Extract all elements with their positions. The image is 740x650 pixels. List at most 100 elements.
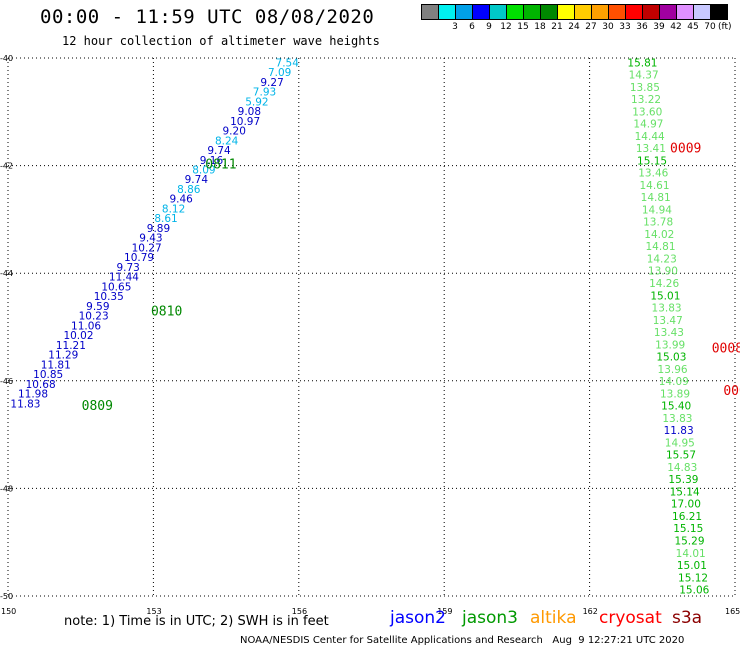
legend-label: 24 <box>568 22 580 32</box>
legend-label: 42 <box>670 22 682 32</box>
wave-height-label: 15.40 <box>661 401 691 413</box>
wave-height-label: 15.29 <box>674 535 704 547</box>
legend-unit: (ft) <box>718 22 732 32</box>
wave-height-label: 10.35 <box>94 291 124 303</box>
wave-height-label: 14.81 <box>645 241 675 253</box>
wave-height-label: 16.21 <box>672 511 702 523</box>
wave-height-label: 15.12 <box>678 572 708 584</box>
wave-height-label: 9.89 <box>147 223 170 235</box>
wave-height-label: 11.83 <box>664 425 694 437</box>
wave-height-label: 5.92 <box>245 96 268 108</box>
legend-label: 36 <box>636 22 648 32</box>
wave-height-label: 14.83 <box>667 462 697 474</box>
x-tick-label: 153 <box>146 607 161 616</box>
wave-height-label: 11.44 <box>109 272 139 284</box>
wave-height-label: 11.83 <box>10 398 40 410</box>
wave-height-label: 14.37 <box>629 70 659 82</box>
wave-height-label: 13.85 <box>630 82 660 94</box>
wave-height-label: 7.09 <box>268 67 291 79</box>
wave-height-label: 13.83 <box>652 303 682 315</box>
wave-height-label: 10.65 <box>101 281 131 293</box>
wave-height-label: 15.06 <box>679 585 709 597</box>
page-title: 00:00 - 11:59 UTC 08/08/2020 <box>40 6 375 28</box>
satellite-jason3: jason3 <box>462 608 518 628</box>
wave-height-label: 9.59 <box>86 301 109 313</box>
time-label: 0007 <box>723 384 740 399</box>
wave-height-label: 9.74 <box>207 145 231 157</box>
wave-height-label: 9.08 <box>238 106 261 118</box>
wave-height-label: 14.81 <box>641 192 671 204</box>
wave-height-label: 14.61 <box>639 180 669 192</box>
wave-height-label: 11.06 <box>71 320 101 332</box>
wave-height-label: 10.68 <box>26 379 56 391</box>
page-subtitle: 12 hour collection of altimeter wave hei… <box>62 34 380 48</box>
wave-height-label: 14.94 <box>642 204 672 216</box>
satellite-jason2: jason2 <box>390 608 446 628</box>
satellite-altika: altika <box>530 608 577 628</box>
wave-height-label: 14.09 <box>659 376 689 388</box>
legend-label: 18 <box>534 22 546 32</box>
x-tick-label: 165 <box>725 607 740 616</box>
wave-height-label: 15.01 <box>650 290 680 302</box>
y-tick-label: -40 <box>0 54 13 63</box>
time-label: 0009 <box>670 141 701 156</box>
wave-height-label: 15.57 <box>666 450 696 462</box>
wave-height-label: 13.89 <box>660 388 690 400</box>
legend-label: 15 <box>517 22 529 32</box>
satellite-s3a: s3a <box>672 608 703 628</box>
wave-height-label: 9.73 <box>116 262 139 274</box>
wave-height-label: 14.26 <box>649 278 679 290</box>
legend-label: 9 <box>486 22 492 32</box>
legend-label: 21 <box>551 22 563 32</box>
wave-height-label: 13.46 <box>638 168 668 180</box>
wave-height-label: 14.01 <box>676 548 706 560</box>
wave-height-label: 15.15 <box>673 523 703 535</box>
time-label: 0811 <box>205 157 236 172</box>
wave-height-label: 10.85 <box>33 369 63 381</box>
wave-height-label: 13.22 <box>631 94 661 106</box>
wave-height-label: 8.09 <box>192 165 215 177</box>
x-tick-label: 162 <box>583 607 598 616</box>
wave-height-label: 8.24 <box>215 135 239 147</box>
wave-height-label: 15.15 <box>637 155 667 167</box>
wave-height-label: 10.02 <box>63 330 93 342</box>
wave-height-label: 8.86 <box>177 184 201 196</box>
satellite-cryosat: cryosat <box>599 608 662 628</box>
x-tick-label: 156 <box>292 607 307 616</box>
legend-label: 6 <box>469 22 475 32</box>
legend-label: 12 <box>500 22 512 32</box>
legend-swatch <box>710 4 728 20</box>
x-tick-label: 150 <box>1 607 16 616</box>
y-tick-label: -50 <box>0 592 13 601</box>
wave-height-label: 13.60 <box>632 106 662 118</box>
wave-height-label: 13.41 <box>636 143 666 155</box>
credit-line: NOAA/NESDIS Center for Satellite Applica… <box>240 635 685 646</box>
wave-height-label: 8.12 <box>162 203 185 215</box>
wave-height-label: 14.23 <box>647 253 677 265</box>
wave-height-label: 14.97 <box>633 119 663 131</box>
y-tick-label: -48 <box>0 484 13 493</box>
wave-height-label: 7.93 <box>253 87 276 99</box>
wave-height-label: 9.20 <box>223 126 246 138</box>
wave-height-label: 9.46 <box>169 194 193 206</box>
wave-height-label: 14.44 <box>635 131 665 143</box>
wave-height-label: 9.74 <box>185 174 209 186</box>
wave-height-label: 14.95 <box>665 437 695 449</box>
wave-height-label: 13.78 <box>643 217 673 229</box>
wave-height-label: 11.81 <box>41 359 71 371</box>
wave-height-label: 9.27 <box>260 77 283 89</box>
wave-height-label: 11.98 <box>18 389 48 401</box>
wave-height-label: 11.21 <box>56 340 86 352</box>
time-label: 0810 <box>151 304 182 319</box>
wave-height-label: 15.14 <box>670 486 700 498</box>
wave-height-label: 10.79 <box>124 252 154 264</box>
time-label: 0008 <box>712 341 740 356</box>
legend-label: 3 <box>452 22 458 32</box>
wave-height-label: 8.61 <box>154 213 177 225</box>
wave-height-label: 7.54 <box>276 57 300 69</box>
wave-height-label: 9.16 <box>200 155 224 167</box>
footer-note: note: 1) Time is in UTC; 2) SWH is in fe… <box>64 614 329 629</box>
wave-height-label: 9.43 <box>139 233 162 245</box>
legend-label: 33 <box>619 22 631 32</box>
